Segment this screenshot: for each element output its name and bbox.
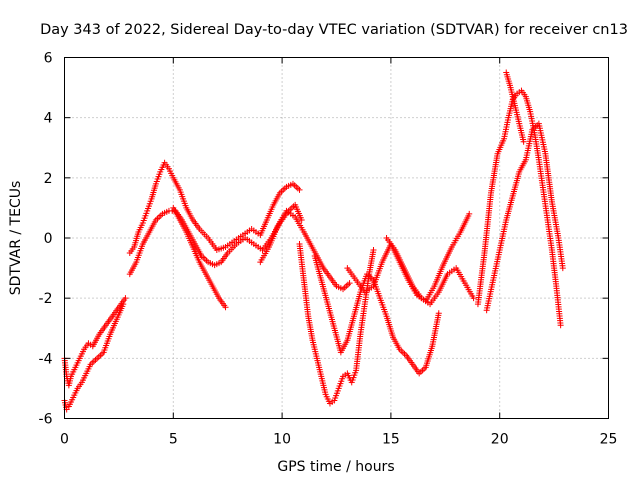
y-tick-label: 2 <box>44 171 53 187</box>
grid-lines <box>64 57 609 419</box>
series-track-d <box>126 201 305 278</box>
series-track-f <box>257 207 353 293</box>
y-tick-label: 4 <box>44 111 53 127</box>
y-tick-label: -2 <box>39 291 53 307</box>
series-track-k <box>474 87 564 329</box>
chart-title: Day 343 of 2022, Sidereal Day-to-day VTE… <box>40 22 628 38</box>
y-axis-label: SDTVAR / TECUs <box>8 181 24 296</box>
series-track-e <box>170 204 229 311</box>
x-tick-label: 10 <box>273 432 291 448</box>
x-tick-label: 5 <box>169 432 178 448</box>
data-point <box>557 322 564 329</box>
data-point <box>296 186 303 193</box>
y-tick-label: -4 <box>39 351 53 367</box>
data-markers <box>61 69 566 413</box>
data-point <box>120 301 127 308</box>
data-point <box>466 210 473 217</box>
y-tick-label: -6 <box>39 412 53 428</box>
data-point <box>520 138 527 145</box>
series-track-h <box>311 253 442 377</box>
data-point <box>470 295 477 302</box>
series-track-c <box>126 159 303 257</box>
data-point <box>122 295 129 302</box>
x-axis-label: GPS time / hours <box>277 459 394 475</box>
series-track-g <box>296 241 377 407</box>
series-track-i <box>344 210 473 305</box>
x-tick-label: 0 <box>60 432 69 448</box>
data-point <box>559 265 566 272</box>
data-point <box>435 310 442 317</box>
series-track-l <box>483 120 566 314</box>
x-tick-label: 20 <box>491 432 509 448</box>
data-point <box>346 280 353 287</box>
series-track-m <box>503 69 527 145</box>
y-tick-label: 6 <box>44 51 53 67</box>
x-tick-label: 15 <box>382 432 400 448</box>
y-tick-label: 0 <box>44 231 53 247</box>
data-point <box>298 216 305 223</box>
series-track-j <box>383 235 477 308</box>
data-point <box>370 247 377 254</box>
series-track-a <box>61 295 129 389</box>
data-point <box>222 304 229 311</box>
series-track-b <box>61 301 127 413</box>
axis-ticks: 0 5 10 15 20 25 -6 -4 -2 0 2 4 6 <box>39 51 618 448</box>
x-tick-label: 25 <box>600 432 618 448</box>
